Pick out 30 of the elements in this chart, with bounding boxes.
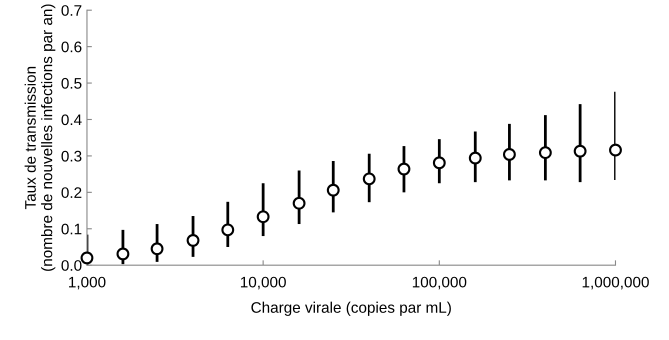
point xyxy=(502,148,516,161)
y-tick-label: 0.0 xyxy=(61,260,82,271)
point xyxy=(574,144,587,158)
x-tick-label: 10,000 xyxy=(240,276,286,290)
x-tick-label: 1,000 xyxy=(69,276,106,290)
point xyxy=(116,247,130,260)
y-tick-label: 0.6 xyxy=(61,41,82,52)
y-axis-title: Taux de transmission (nombre de nouvelles infections par an) xyxy=(24,4,56,271)
x-axis-title: Charge virale (copies par mL) xyxy=(251,302,451,316)
point xyxy=(256,210,270,224)
point xyxy=(538,146,552,160)
x-tick-label: 100,000 xyxy=(412,276,466,290)
point xyxy=(326,184,340,197)
point xyxy=(432,156,446,170)
point xyxy=(362,172,376,186)
y-tick-label: 0.4 xyxy=(61,114,82,126)
point xyxy=(398,162,410,176)
point xyxy=(150,242,164,256)
point xyxy=(80,251,94,264)
y-tick-label: 0.3 xyxy=(61,150,82,162)
point xyxy=(468,152,482,165)
point xyxy=(186,234,200,247)
y-tick-label: 0.5 xyxy=(61,78,82,89)
point xyxy=(609,144,622,157)
y-tick-label: 0.2 xyxy=(61,187,82,198)
y-tick-label: 0.1 xyxy=(61,224,82,234)
y-tick-label: 0.7 xyxy=(61,5,82,16)
point xyxy=(292,196,306,210)
point xyxy=(221,223,234,236)
x-tick-label: 1,000,000 xyxy=(582,276,649,290)
